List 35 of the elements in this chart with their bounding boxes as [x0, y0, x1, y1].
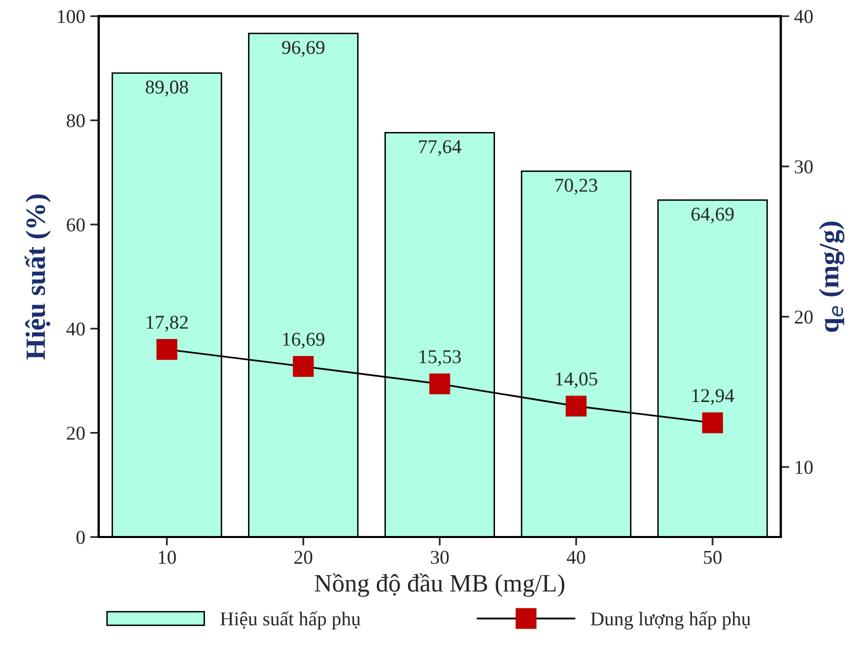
y-tick-label: 80: [66, 114, 85, 128]
y-tick-label: 0: [76, 530, 85, 544]
data-label: 96,69: [282, 40, 324, 57]
x-axis-title: Nồng độ đầu MB (mg/L): [314, 573, 564, 597]
y2-tick-label: 30: [794, 160, 813, 174]
y-tick-label: 40: [66, 322, 85, 336]
data-label: 15,53: [420, 350, 461, 366]
x-tick-label: 50: [704, 550, 722, 564]
x-tick-label: 10: [158, 550, 176, 564]
point: [292, 356, 314, 377]
data-label: 16,69: [283, 332, 324, 349]
x-tick-label: 20: [294, 550, 312, 564]
x-tick-label: 40: [566, 550, 586, 564]
data-label: 17,82: [146, 316, 188, 332]
data-label: 12,94: [692, 389, 734, 405]
data-label: 77,64: [419, 140, 462, 156]
x-tick-label: 30: [430, 550, 449, 564]
point: [566, 396, 587, 417]
data-label: 89,08: [146, 80, 188, 96]
y-axis-title: Hiệu suất (%): [24, 194, 51, 360]
y2-tick-label: 10: [796, 460, 813, 474]
data-label: 70,23: [556, 178, 598, 195]
point: [429, 373, 450, 394]
legend-label: Hiệu suất hấp phụ: [220, 611, 360, 630]
legend-label: Dung lượng hấp phụ: [590, 611, 751, 630]
data-label: 64,69: [692, 208, 734, 224]
y2-tick-label: 40: [794, 10, 813, 24]
y2-tick-label: 20: [794, 310, 813, 324]
point: [702, 412, 723, 434]
data-label: 14,05: [556, 372, 598, 388]
y-tick-label: 60: [66, 218, 85, 232]
y-tick-label: 20: [66, 426, 85, 440]
y2-axis-title: q$_{e}$ (mg/g): [818, 222, 844, 332]
y-tick-label: 100: [58, 10, 85, 24]
point: [156, 339, 178, 360]
